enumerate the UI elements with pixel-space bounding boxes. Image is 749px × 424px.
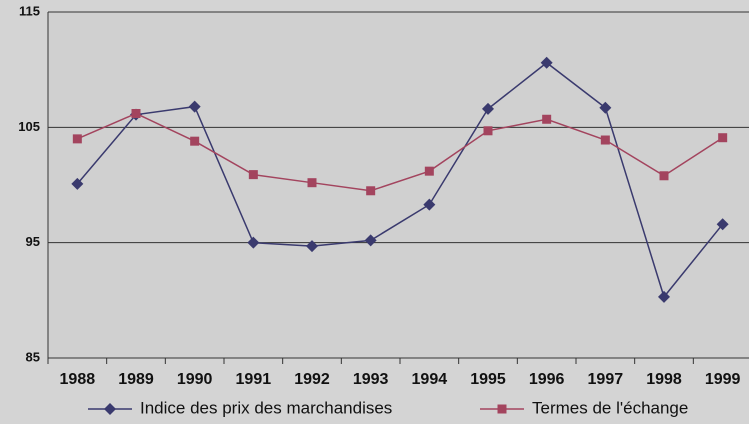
data-point	[600, 135, 610, 145]
data-point	[248, 170, 258, 180]
data-point	[483, 126, 493, 136]
data-point	[366, 186, 376, 196]
plot-area	[48, 12, 749, 358]
data-point	[659, 171, 669, 181]
data-point	[424, 166, 434, 176]
data-point	[542, 114, 552, 124]
data-point	[72, 134, 82, 144]
legend-marker	[104, 403, 116, 415]
legend-label: Indice des prix des marchandises	[140, 398, 392, 417]
x-tick-label: 1997	[588, 371, 624, 388]
data-point	[540, 56, 553, 69]
data-point	[599, 101, 612, 114]
y-tick-label: 105	[18, 119, 40, 134]
legend-label: Termes de l'échange	[532, 398, 688, 417]
x-tick-label: 1992	[294, 371, 330, 388]
x-tick-label: 1994	[412, 371, 448, 388]
x-tick-label: 1998	[646, 371, 682, 388]
y-tick-label: 115	[19, 3, 40, 18]
legend-marker	[497, 404, 507, 414]
data-point	[364, 234, 377, 247]
x-tick-label: 1990	[177, 371, 213, 388]
data-point	[71, 177, 84, 190]
data-point	[131, 108, 141, 118]
series-line	[76, 61, 724, 299]
data-point	[658, 290, 670, 303]
data-point	[247, 236, 260, 249]
x-tick-label: 1995	[470, 371, 506, 388]
data-point	[716, 218, 729, 231]
data-point	[188, 100, 201, 113]
x-tick-label: 1999	[705, 371, 741, 388]
data-point	[306, 240, 318, 253]
x-tick-label: 1988	[60, 371, 96, 388]
x-tick-label: 1991	[236, 371, 272, 388]
data-point	[307, 178, 317, 188]
x-tick-label: 1993	[353, 371, 389, 388]
y-tick-label: 95	[26, 234, 40, 249]
data-point	[482, 102, 494, 115]
series-line	[77, 112, 724, 192]
x-tick-label: 1996	[529, 371, 565, 388]
y-tick-label: 85	[26, 349, 40, 364]
x-tick-label: 1989	[118, 371, 154, 388]
data-point	[718, 133, 728, 143]
data-point	[190, 136, 200, 146]
data-point	[423, 198, 436, 211]
